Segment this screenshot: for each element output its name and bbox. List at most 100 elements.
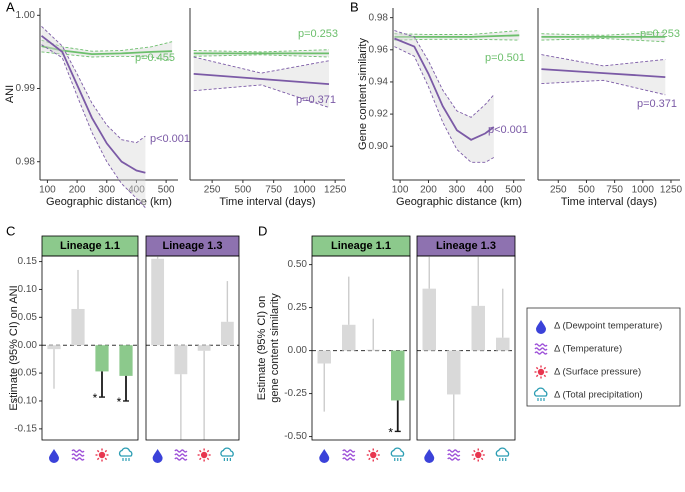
icon-ray [368,457,371,461]
y-tick-label: 0.96 [369,44,389,55]
p-value: p=0.371 [637,98,677,110]
y-tick-label: -0.25 [284,388,307,399]
facet-plot [146,256,239,440]
icon-wave [534,347,548,351]
bar [366,349,380,351]
icon-sun [370,451,377,459]
bar [119,345,133,376]
category-icon [49,449,59,463]
icon-ray [206,457,210,461]
icon-ray [543,366,547,370]
icon-ray [96,449,100,453]
category-icon [536,320,546,334]
fit-line [541,68,666,78]
panel-border [416,255,516,441]
y-tick-label: 0.05 [18,312,38,323]
y-tick-label: 0.10 [18,284,38,295]
ci-band [541,54,666,95]
bar [220,321,234,346]
legend-box [526,307,681,407]
x-tick-label: 100 [39,185,56,196]
icon-drop [424,449,435,463]
p-value: p=0.371 [296,94,336,106]
category-icon [366,448,380,462]
ci-upper [394,30,520,35]
icon-cloud [118,447,133,457]
icon-ray [199,449,202,453]
x-tick-label: 400 [477,185,494,196]
bar [197,345,211,351]
bar [47,345,61,350]
icon-drop [319,449,330,463]
x-tick-label: 750 [265,185,282,196]
y-tick-label: 1.00 [16,10,36,21]
y-tick-label: 0.00 [18,340,38,351]
y-tick-label: 0.99 [16,83,36,94]
x-tick-label: 300 [98,185,115,196]
icon-ray [473,449,476,453]
x-tick-label: 1000 [293,185,316,196]
icon-ray [368,449,371,453]
x-tick-label: 500 [505,185,522,196]
x-tick-label: 200 [69,185,86,196]
ci-lower [41,51,173,62]
fit-line [40,35,146,174]
icon-wave [534,343,548,347]
icon-drop [49,449,59,463]
category-icon [152,449,163,463]
bar [391,350,405,401]
icon-wave [342,449,356,453]
panel-border [41,255,139,441]
panel-label: C [6,223,15,238]
icon-sun [98,451,106,459]
y-axis-title: Gene content similarity [357,38,369,150]
category-icon [533,387,548,401]
icon-wave [174,457,188,461]
y-axis-title: Estimate (95% CI) on [256,296,268,401]
facet-title: Lineage 1.3 [436,240,496,252]
panel-label: D [258,223,267,238]
p-value: p=0.253 [640,28,680,40]
icon-ray [480,457,484,461]
legend-label: Δ (Surface pressure) [554,367,641,378]
category-icon [118,447,133,461]
bar [342,324,356,351]
icon-cloud [495,447,510,457]
ci-band [41,40,173,61]
ci-lower [193,54,330,58]
x-tick-label: 250 [550,185,567,196]
x-tick-label: 400 [128,185,145,196]
category-icon [71,449,85,461]
icon-sun [200,451,208,459]
category-icon [390,447,405,461]
facet-title: Lineage 1.3 [163,240,223,252]
x-axis-title: Time interval (days) [219,196,315,208]
category-icon [495,447,510,461]
icon-wave [342,457,356,461]
icon-wave [71,453,85,457]
fit-line [394,34,520,38]
y-tick-label: -0.50 [284,431,307,442]
bar [447,350,461,395]
category-icon [197,448,211,462]
x-tick-label: 750 [606,185,623,196]
panel-label: B [350,0,359,14]
category-icon [447,449,461,461]
ci-band [394,30,494,163]
icon-wave [447,453,461,457]
category-icon [220,447,234,461]
y-tick-label: 0.98 [369,12,389,23]
icon-wave [71,449,85,453]
y-tick-label: 0.15 [18,256,38,267]
p-value: p<0.001 [488,124,528,136]
category-icon [95,448,109,462]
y-tick-label: 0.25 [288,302,308,313]
facet-plot [312,276,410,433]
x-tick-label: 500 [158,185,175,196]
icon-sun [537,368,545,376]
ci-upper [41,39,173,52]
category-icon [342,449,356,461]
ci-lower [541,79,666,96]
icon-cloud [220,447,234,457]
